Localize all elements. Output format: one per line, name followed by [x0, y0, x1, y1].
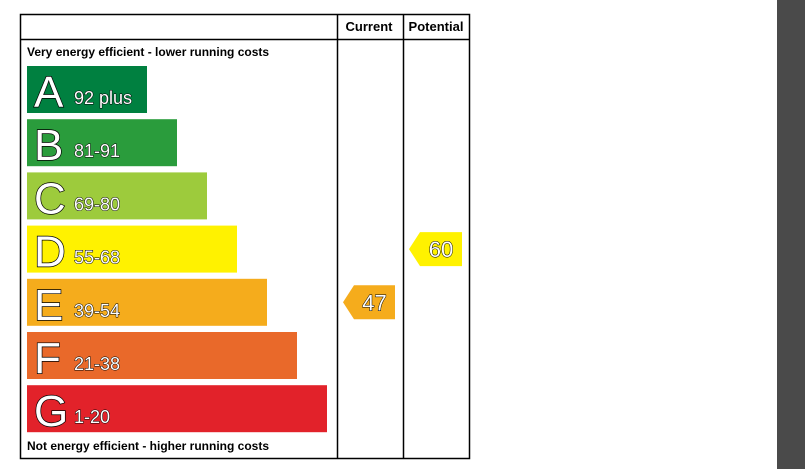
right-edge-panel — [777, 0, 805, 469]
band-c-letter: C — [34, 174, 66, 223]
band-b-range: 81-91 — [74, 141, 120, 161]
potential-rating-value: 60 — [429, 237, 453, 262]
rating-bands: A 92 plus B 81-91 C 69-80 D 55-68 E 39-54 F 21-38 G 1… — [27, 66, 327, 437]
band-b-bar — [27, 119, 177, 167]
band-g: G 1-20 — [27, 385, 327, 437]
frame-border — [19, 13, 471, 460]
band-d-range: 55-68 — [74, 248, 120, 268]
band-f: F 21-38 — [27, 332, 297, 384]
band-d-bar — [27, 225, 237, 273]
top-caption: Very energy efficient - lower running co… — [27, 45, 269, 59]
band-f-letter: F — [34, 334, 61, 383]
potential-rating-marker: 60 — [409, 232, 462, 267]
band-f-range: 21-38 — [74, 354, 120, 374]
rating-markers: 47 60 — [343, 232, 462, 320]
current-rating-arrow — [343, 285, 395, 320]
band-g-letter: G — [34, 387, 68, 436]
chart-frame — [19, 13, 471, 460]
column-header-potential: Potential — [409, 19, 464, 34]
current-rating-marker: 47 — [343, 285, 395, 320]
band-d: D 55-68 — [27, 225, 237, 277]
band-d-letter: D — [34, 228, 66, 277]
bottom-caption: Not energy efficient - higher running co… — [27, 439, 269, 453]
band-b-letter: B — [34, 121, 63, 170]
band-b: B 81-91 — [27, 119, 177, 171]
band-a-range: 92 plus — [74, 88, 132, 108]
band-e: E 39-54 — [27, 278, 267, 330]
band-g-range: 1-20 — [74, 407, 110, 427]
band-e-bar — [27, 278, 267, 326]
current-rating-value: 47 — [362, 290, 386, 315]
band-a-letter: A — [34, 68, 64, 117]
column-header-current: Current — [346, 19, 394, 34]
band-a-bar — [27, 66, 147, 113]
band-f-bar — [27, 332, 297, 379]
potential-rating-arrow — [409, 232, 462, 267]
band-e-letter: E — [34, 281, 63, 330]
band-c-range: 69-80 — [74, 194, 120, 214]
band-g-bar — [27, 385, 327, 433]
band-c: C 69-80 — [27, 172, 207, 224]
band-a: A 92 plus — [27, 66, 147, 118]
band-c-bar — [27, 172, 207, 220]
band-e-range: 39-54 — [74, 301, 120, 321]
